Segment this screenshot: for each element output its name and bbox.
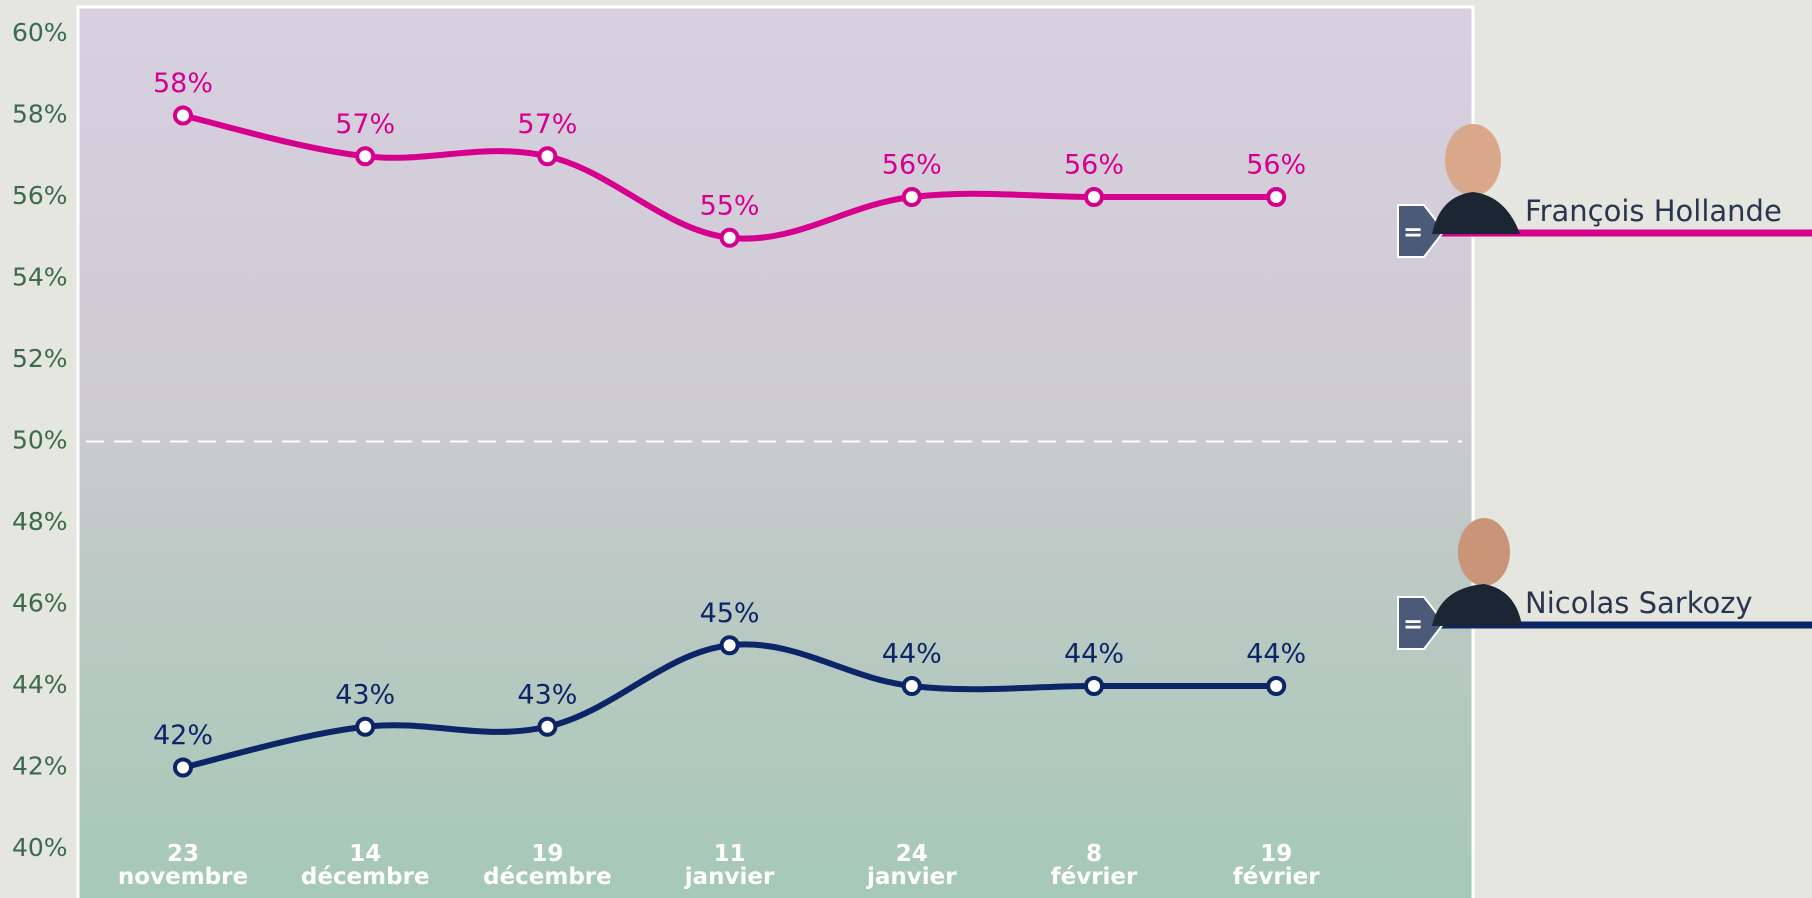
data-label: 56% [1064,150,1124,181]
data-point [355,716,376,737]
data-point [901,187,922,207]
data-point [1266,676,1287,696]
data-point [173,105,193,126]
data-label: 44% [1246,639,1306,670]
change-icon: = [1397,204,1446,258]
x-tick-label: 11 janvier [684,841,775,890]
y-tick-label: 60% [12,18,68,47]
photos [1432,124,1522,626]
data-label: 43% [517,679,577,710]
data-point [537,716,558,737]
data-point [355,146,376,167]
data-label: 56% [1246,150,1306,181]
legend-label: François Hollande [1525,194,1782,228]
x-tick-label: 8 février [1051,841,1138,890]
y-tick-label: 40% [12,833,68,862]
y-tick-label: 46% [12,589,68,618]
data-label: 44% [882,639,942,670]
change-label: = [1403,218,1423,246]
change-arrow [1397,204,1446,258]
photo-sarkozy [1432,518,1522,626]
data-label: 42% [153,720,213,751]
x-tick-label: 19 décembre [483,841,612,890]
data-label: 57% [335,109,395,140]
data-label: 45% [700,598,760,629]
y-tick-label: 54% [12,263,68,292]
data-point [901,676,922,696]
y-tick-label: 44% [12,670,68,699]
data-label: 57% [517,109,577,140]
y-tick-label: 56% [12,181,68,210]
y-tick-label: 52% [12,344,68,373]
data-point [537,146,558,167]
data-label: 56% [882,150,942,181]
legend-label: Nicolas Sarkozy [1525,586,1753,620]
data-label: 44% [1064,639,1124,670]
plot-area [76,5,1475,898]
data-point [1084,676,1104,696]
change-icon: = [1397,596,1446,650]
change-arrow [1397,596,1446,650]
data-point [1084,187,1104,207]
change-label: = [1403,610,1423,638]
data-label: 55% [700,190,760,221]
data-point [719,227,740,248]
data-point [1266,187,1287,207]
data-point [173,757,193,778]
data-label: 43% [335,679,395,710]
y-tick-label: 48% [12,507,68,536]
photo-hollande [1432,124,1520,234]
x-tick-label: 19 février [1233,841,1320,890]
data-point [719,635,740,656]
y-tick-label: 50% [12,426,68,455]
x-tick-label: 23 novembre [118,841,248,890]
y-tick-label: 42% [12,752,68,781]
y-tick-label: 58% [12,100,68,129]
x-tick-label: 24 janvier [866,841,957,890]
x-tick-label: 14 décembre [301,841,430,890]
data-label: 58% [153,68,213,99]
